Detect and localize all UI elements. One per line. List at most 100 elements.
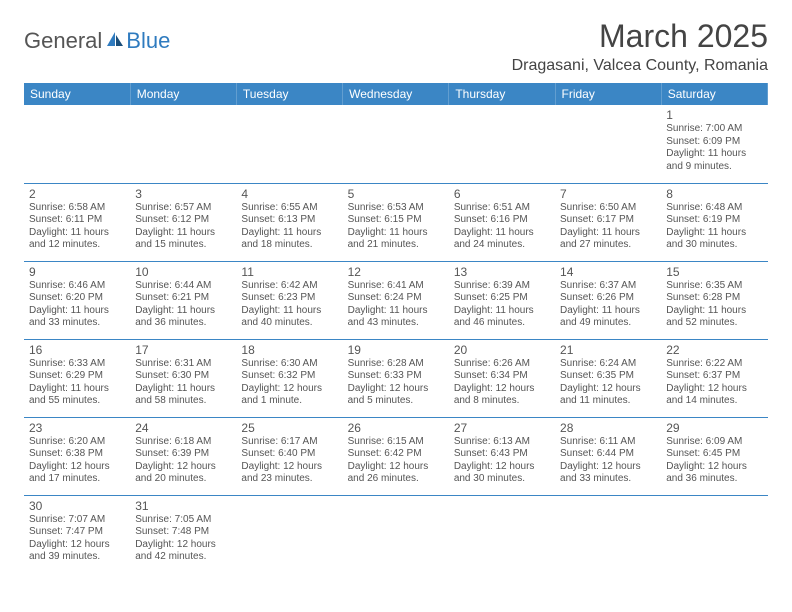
day-number: 24 (135, 421, 231, 435)
logo-text-1: General (24, 28, 102, 54)
calendar-cell: 22Sunrise: 6:22 AMSunset: 6:37 PMDayligh… (661, 339, 767, 417)
calendar-cell: 20Sunrise: 6:26 AMSunset: 6:34 PMDayligh… (449, 339, 555, 417)
weekday-header: Friday (555, 83, 661, 105)
day-number: 6 (454, 187, 550, 201)
calendar-body: 1Sunrise: 7:00 AMSunset: 6:09 PMDaylight… (24, 105, 768, 573)
calendar-cell (555, 495, 661, 573)
day-info: Sunrise: 6:11 AMSunset: 6:44 PMDaylight:… (560, 436, 656, 486)
day-info: Sunrise: 6:20 AMSunset: 6:38 PMDaylight:… (29, 436, 125, 486)
calendar-cell (449, 105, 555, 183)
calendar-header: SundayMondayTuesdayWednesdayThursdayFrid… (24, 83, 768, 105)
calendar-cell: 25Sunrise: 6:17 AMSunset: 6:40 PMDayligh… (236, 417, 342, 495)
calendar-cell: 26Sunrise: 6:15 AMSunset: 6:42 PMDayligh… (343, 417, 449, 495)
calendar-cell (236, 105, 342, 183)
day-number: 30 (29, 499, 125, 513)
weekday-header: Thursday (449, 83, 555, 105)
day-info: Sunrise: 6:46 AMSunset: 6:20 PMDaylight:… (29, 280, 125, 330)
day-info: Sunrise: 6:41 AMSunset: 6:24 PMDaylight:… (348, 280, 444, 330)
day-info: Sunrise: 6:17 AMSunset: 6:40 PMDaylight:… (241, 436, 337, 486)
header: General Blue March 2025 Dragasani, Valce… (24, 18, 768, 75)
day-number: 26 (348, 421, 444, 435)
calendar-cell: 1Sunrise: 7:00 AMSunset: 6:09 PMDaylight… (661, 105, 767, 183)
calendar-table: SundayMondayTuesdayWednesdayThursdayFrid… (24, 83, 768, 573)
day-number: 29 (666, 421, 762, 435)
calendar-cell (555, 105, 661, 183)
day-info: Sunrise: 6:51 AMSunset: 6:16 PMDaylight:… (454, 202, 550, 252)
calendar-cell: 27Sunrise: 6:13 AMSunset: 6:43 PMDayligh… (449, 417, 555, 495)
day-number: 4 (241, 187, 337, 201)
day-number: 23 (29, 421, 125, 435)
day-info: Sunrise: 6:57 AMSunset: 6:12 PMDaylight:… (135, 202, 231, 252)
calendar-cell: 28Sunrise: 6:11 AMSunset: 6:44 PMDayligh… (555, 417, 661, 495)
day-info: Sunrise: 6:26 AMSunset: 6:34 PMDaylight:… (454, 358, 550, 408)
calendar-cell (24, 105, 130, 183)
calendar-cell: 16Sunrise: 6:33 AMSunset: 6:29 PMDayligh… (24, 339, 130, 417)
day-info: Sunrise: 6:13 AMSunset: 6:43 PMDaylight:… (454, 436, 550, 486)
day-info: Sunrise: 7:05 AMSunset: 7:48 PMDaylight:… (135, 514, 231, 564)
day-number: 28 (560, 421, 656, 435)
day-info: Sunrise: 6:50 AMSunset: 6:17 PMDaylight:… (560, 202, 656, 252)
day-number: 13 (454, 265, 550, 279)
day-info: Sunrise: 6:44 AMSunset: 6:21 PMDaylight:… (135, 280, 231, 330)
day-number: 3 (135, 187, 231, 201)
calendar-cell (661, 495, 767, 573)
calendar-cell: 24Sunrise: 6:18 AMSunset: 6:39 PMDayligh… (130, 417, 236, 495)
day-info: Sunrise: 6:55 AMSunset: 6:13 PMDaylight:… (241, 202, 337, 252)
calendar-cell: 10Sunrise: 6:44 AMSunset: 6:21 PMDayligh… (130, 261, 236, 339)
weekday-header: Sunday (24, 83, 130, 105)
day-number: 27 (454, 421, 550, 435)
day-info: Sunrise: 7:00 AMSunset: 6:09 PMDaylight:… (666, 123, 762, 173)
calendar-cell (343, 105, 449, 183)
day-number: 17 (135, 343, 231, 357)
weekday-header: Monday (130, 83, 236, 105)
day-info: Sunrise: 6:48 AMSunset: 6:19 PMDaylight:… (666, 202, 762, 252)
day-number: 25 (241, 421, 337, 435)
calendar-cell: 3Sunrise: 6:57 AMSunset: 6:12 PMDaylight… (130, 183, 236, 261)
day-number: 10 (135, 265, 231, 279)
day-info: Sunrise: 6:15 AMSunset: 6:42 PMDaylight:… (348, 436, 444, 486)
calendar-cell: 9Sunrise: 6:46 AMSunset: 6:20 PMDaylight… (24, 261, 130, 339)
day-info: Sunrise: 6:53 AMSunset: 6:15 PMDaylight:… (348, 202, 444, 252)
day-info: Sunrise: 6:33 AMSunset: 6:29 PMDaylight:… (29, 358, 125, 408)
day-number: 12 (348, 265, 444, 279)
calendar-cell: 31Sunrise: 7:05 AMSunset: 7:48 PMDayligh… (130, 495, 236, 573)
day-number: 14 (560, 265, 656, 279)
calendar-cell: 8Sunrise: 6:48 AMSunset: 6:19 PMDaylight… (661, 183, 767, 261)
day-number: 2 (29, 187, 125, 201)
day-info: Sunrise: 6:31 AMSunset: 6:30 PMDaylight:… (135, 358, 231, 408)
day-info: Sunrise: 6:24 AMSunset: 6:35 PMDaylight:… (560, 358, 656, 408)
calendar-cell: 21Sunrise: 6:24 AMSunset: 6:35 PMDayligh… (555, 339, 661, 417)
logo-text-2: Blue (126, 28, 170, 54)
day-number: 8 (666, 187, 762, 201)
day-info: Sunrise: 6:18 AMSunset: 6:39 PMDaylight:… (135, 436, 231, 486)
day-info: Sunrise: 6:09 AMSunset: 6:45 PMDaylight:… (666, 436, 762, 486)
day-info: Sunrise: 6:28 AMSunset: 6:33 PMDaylight:… (348, 358, 444, 408)
day-number: 21 (560, 343, 656, 357)
calendar-cell: 18Sunrise: 6:30 AMSunset: 6:32 PMDayligh… (236, 339, 342, 417)
day-number: 31 (135, 499, 231, 513)
calendar-cell: 12Sunrise: 6:41 AMSunset: 6:24 PMDayligh… (343, 261, 449, 339)
day-number: 5 (348, 187, 444, 201)
calendar-cell: 6Sunrise: 6:51 AMSunset: 6:16 PMDaylight… (449, 183, 555, 261)
calendar-cell: 2Sunrise: 6:58 AMSunset: 6:11 PMDaylight… (24, 183, 130, 261)
day-info: Sunrise: 6:58 AMSunset: 6:11 PMDaylight:… (29, 202, 125, 252)
calendar-cell: 14Sunrise: 6:37 AMSunset: 6:26 PMDayligh… (555, 261, 661, 339)
calendar-cell: 5Sunrise: 6:53 AMSunset: 6:15 PMDaylight… (343, 183, 449, 261)
calendar-cell (130, 105, 236, 183)
day-info: Sunrise: 6:30 AMSunset: 6:32 PMDaylight:… (241, 358, 337, 408)
page-title: March 2025 (512, 18, 768, 55)
calendar-cell: 23Sunrise: 6:20 AMSunset: 6:38 PMDayligh… (24, 417, 130, 495)
day-number: 18 (241, 343, 337, 357)
day-number: 9 (29, 265, 125, 279)
weekday-header: Saturday (661, 83, 767, 105)
weekday-header: Tuesday (236, 83, 342, 105)
calendar-cell: 7Sunrise: 6:50 AMSunset: 6:17 PMDaylight… (555, 183, 661, 261)
calendar-cell: 30Sunrise: 7:07 AMSunset: 7:47 PMDayligh… (24, 495, 130, 573)
day-number: 19 (348, 343, 444, 357)
calendar-cell: 13Sunrise: 6:39 AMSunset: 6:25 PMDayligh… (449, 261, 555, 339)
logo-sail-icon (105, 28, 125, 54)
title-block: March 2025 Dragasani, Valcea County, Rom… (512, 18, 768, 75)
calendar-cell: 15Sunrise: 6:35 AMSunset: 6:28 PMDayligh… (661, 261, 767, 339)
calendar-cell (236, 495, 342, 573)
day-info: Sunrise: 6:42 AMSunset: 6:23 PMDaylight:… (241, 280, 337, 330)
